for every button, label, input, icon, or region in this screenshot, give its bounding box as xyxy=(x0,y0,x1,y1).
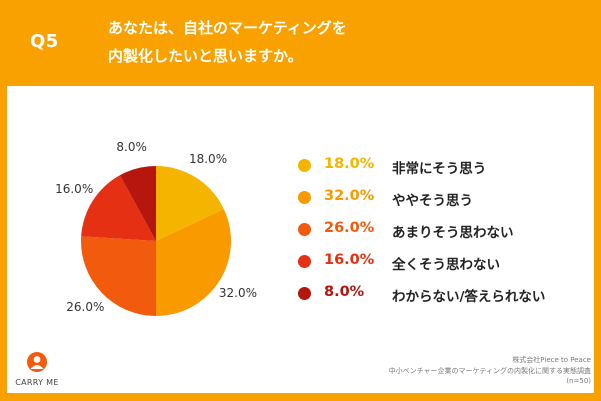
source-company: 株式会社Piece to Peace xyxy=(512,356,591,364)
legend-label: あまりそう思わない xyxy=(392,225,514,241)
header: Q5 あなたは、自社のマーケティングを 内製化したいと思いますか。 xyxy=(0,0,601,86)
pie-value-label: 16.0% xyxy=(55,182,94,197)
legend-swatch xyxy=(298,159,311,172)
pie-slice xyxy=(80,236,156,317)
legend-value: 26.0% xyxy=(324,220,375,236)
pie-value-label: 8.0% xyxy=(116,140,147,155)
pie-slice xyxy=(156,209,232,316)
legend-value: 18.0% xyxy=(324,156,375,172)
legend-label: 非常にそう思う xyxy=(392,161,487,177)
carry-me-logo-icon xyxy=(27,352,47,372)
question-number: Q5 xyxy=(30,31,59,52)
brand-name: CARRY ME xyxy=(15,378,59,387)
pie-slice xyxy=(119,166,156,241)
legend-label: 全くそう思わない xyxy=(392,257,500,273)
pie-value-label: 32.0% xyxy=(218,285,258,300)
brand-logo: CARRY ME xyxy=(12,351,62,387)
pie-slice xyxy=(156,166,224,241)
legend-value: 16.0% xyxy=(324,252,375,268)
legend-label: ややそう思う xyxy=(392,193,473,209)
legend-swatch xyxy=(298,287,311,300)
pie-value-label: 18.0% xyxy=(188,152,228,167)
legend-value: 8.0% xyxy=(324,284,365,300)
source-note: 株式会社Piece to Peace 中小ベンチャー企業のマーケティングの内製化… xyxy=(389,355,591,387)
pie-value-label: 26.0% xyxy=(66,300,105,315)
question-text: あなたは、自社のマーケティングを 内製化したいと思いますか。 xyxy=(108,14,347,70)
legend-swatch xyxy=(298,255,311,268)
legend-label: わからない/答えられない xyxy=(392,289,546,305)
pie-slice xyxy=(81,175,156,241)
source-survey: 中小ベンチャー企業のマーケティングの内製化に関する実態調査 xyxy=(388,366,591,375)
question-line-2: 内製化したいと思いますか。 xyxy=(108,47,303,65)
legend-swatch xyxy=(298,191,311,204)
legend-swatch xyxy=(298,223,311,236)
question-line-1: あなたは、自社のマーケティングを xyxy=(108,19,347,37)
legend-value: 32.0% xyxy=(324,188,375,204)
source-sample-size: (n=50) xyxy=(566,377,591,385)
